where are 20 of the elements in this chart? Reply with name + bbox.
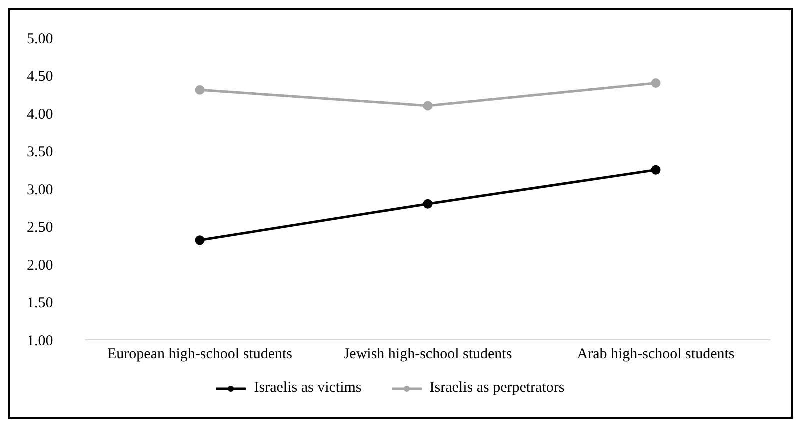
x-tick-label: Arab high-school students bbox=[577, 346, 735, 363]
legend-label: Israelis as perpetrators bbox=[430, 380, 565, 397]
point bbox=[423, 101, 433, 111]
y-tick-label: 1.00 bbox=[27, 333, 54, 350]
point bbox=[195, 85, 205, 95]
y-tick-label: 3.00 bbox=[27, 182, 54, 198]
point bbox=[195, 236, 205, 246]
y-tick-label: 1.50 bbox=[27, 296, 54, 312]
legend-label: Israelis as victims bbox=[254, 380, 362, 397]
x-tick-label: European high-school students bbox=[108, 346, 293, 363]
y-tick-label: 3.50 bbox=[27, 144, 54, 161]
point bbox=[423, 199, 433, 209]
point bbox=[651, 78, 661, 88]
y-tick-label: 4.50 bbox=[27, 69, 54, 86]
x-tick-label: Jewish high-school students bbox=[344, 346, 512, 363]
y-tick-label: 2.50 bbox=[27, 220, 54, 236]
y-tick-label: 2.00 bbox=[27, 258, 54, 274]
point bbox=[651, 165, 661, 175]
y-tick-label: 4.00 bbox=[27, 106, 54, 123]
y-tick-label: 5.00 bbox=[27, 31, 54, 48]
